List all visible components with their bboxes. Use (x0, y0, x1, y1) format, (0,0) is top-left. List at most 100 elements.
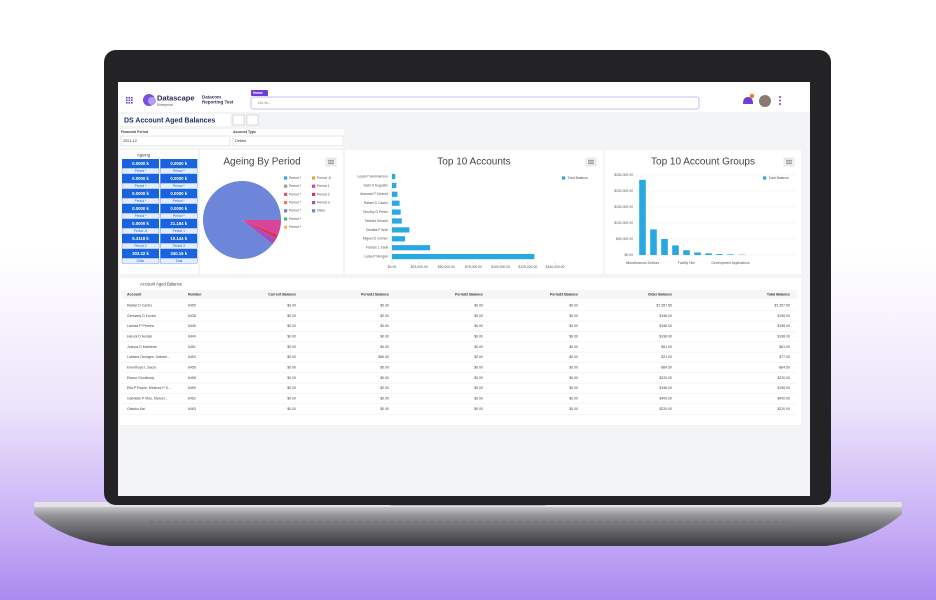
tile-label: Period * (135, 184, 147, 188)
tile-label-box (121, 213, 160, 219)
table-cell: Ella P Payne, Minerva P S... (127, 386, 171, 390)
table-cell: $198.00 (777, 386, 790, 390)
bar (392, 173, 396, 180)
y-tick-label: $150,000.00 (614, 205, 633, 209)
table-cell: $220.00 (659, 407, 672, 411)
tile-label-box (160, 213, 198, 219)
bar (694, 252, 701, 255)
x-tick-label: $75,000.00 (465, 265, 482, 269)
table-cell: $0.00 (474, 324, 483, 328)
bar (716, 254, 723, 255)
y-tick-label: Francis L Sauli (366, 246, 389, 250)
bar (392, 254, 535, 260)
tile-value: 0.0000 k (170, 176, 187, 181)
table-cell: $0.00 (380, 303, 389, 307)
column-header: Period1 Balance (361, 292, 389, 296)
tile-label-box (121, 228, 160, 234)
x-tick-label: Development Applications (712, 261, 750, 265)
table-cell: $220.00 (777, 376, 790, 380)
tile-label-box (160, 258, 198, 264)
table-cell: $0.00 (380, 334, 389, 338)
legend-label: Period * (289, 192, 302, 196)
avatar[interactable] (759, 95, 771, 107)
y-tick-label: $0.00 (625, 253, 634, 257)
table-cell: $0.00 (287, 376, 296, 380)
table-cell: Gennady D Kozlov (127, 314, 156, 318)
table-cell: $0.00 (569, 386, 578, 390)
legend-swatch (284, 217, 288, 221)
legend-swatch (312, 209, 316, 213)
tile-value: 10.144 k (170, 236, 187, 241)
table-cell: $0.00 (474, 397, 483, 401)
table-cell: Elanor Goodbody (127, 376, 154, 380)
tile-value-box (122, 174, 159, 183)
table-cell: $0.00 (474, 366, 483, 370)
table-cell: $0.00 (380, 345, 389, 349)
table-cell: $0.00 (287, 303, 296, 307)
table-cell: $220.00 (777, 407, 790, 411)
table-cell: $0.00 (569, 355, 578, 359)
tile-value-box (122, 189, 159, 198)
bell-icon[interactable] (743, 97, 753, 104)
table-cell: -$64.50 (778, 366, 790, 370)
table-cell: Rafael D Castro (127, 303, 152, 307)
table-cell: $7,357.50 (656, 303, 672, 307)
search-box[interactable] (250, 96, 700, 110)
tile-label: Period * (173, 184, 185, 188)
table-cell: $400.00 (777, 397, 790, 401)
column-header: Account (127, 292, 142, 296)
table-cell: $0.00 (474, 334, 483, 338)
y-tick-label: Dewitta P Ariel (366, 228, 388, 232)
favourite-button[interactable] (232, 114, 245, 126)
legend-label: Period * (289, 176, 302, 180)
table-cell: Gabrielle P Moe, Marcel... (127, 397, 167, 401)
y-tick-label: $200,000.00 (614, 189, 633, 193)
tile-label-box (121, 198, 160, 204)
legend-swatch (312, 201, 316, 205)
x-tick-label: $100,000.00 (491, 265, 510, 269)
legend-swatch (284, 192, 288, 196)
bar (392, 218, 402, 224)
bar (392, 182, 397, 188)
tile-label: Period * (135, 214, 147, 218)
legend-swatch (312, 184, 316, 188)
table-cell: $0.00 (569, 397, 578, 401)
table-cell: 6458 (188, 376, 196, 380)
apps-icon[interactable] (126, 97, 133, 104)
bar (683, 250, 690, 255)
table-title: Account Aged Balance (140, 282, 183, 287)
column-header: Current Balance (268, 292, 296, 296)
pie-slice (242, 220, 277, 245)
chart-title: Ageing By Period (223, 157, 300, 168)
y-tick-label: $50,000.00 (616, 237, 633, 241)
table-cell: $0.00 (569, 376, 578, 380)
x-tick-label: $150,000.00 (546, 265, 565, 269)
legend-label: Period * (289, 225, 302, 229)
legend-swatch (312, 192, 316, 196)
refresh-button[interactable] (246, 114, 259, 126)
tile-value: 0.0000 k (132, 161, 149, 166)
table-cell: -$64.50 (660, 366, 672, 370)
filter-input[interactable] (120, 135, 231, 147)
tile-value: 5.3118 k (132, 236, 149, 241)
filter-label: Financial Period (121, 130, 148, 134)
legend-label: Period * (289, 209, 302, 213)
legend-label: Period * (289, 200, 302, 204)
column-header: Older Balance (648, 292, 672, 296)
tile-value-box (122, 159, 159, 168)
chart-title: Top 10 Accounts (437, 157, 510, 168)
table-cell: $0.00 (569, 334, 578, 338)
legend-swatch (284, 201, 288, 205)
table-cell: $7,357.50 (774, 303, 790, 307)
table-header (121, 290, 797, 299)
tile-value-box (160, 204, 198, 213)
table-cell: $198.00 (777, 314, 790, 318)
table-cell: $0.00 (287, 366, 296, 370)
home-tab[interactable] (251, 90, 268, 96)
more-icon[interactable] (779, 96, 781, 105)
filter-value: Debtor (235, 139, 247, 143)
filter-input[interactable] (232, 135, 344, 147)
legend-label: Period -6 (317, 176, 331, 180)
